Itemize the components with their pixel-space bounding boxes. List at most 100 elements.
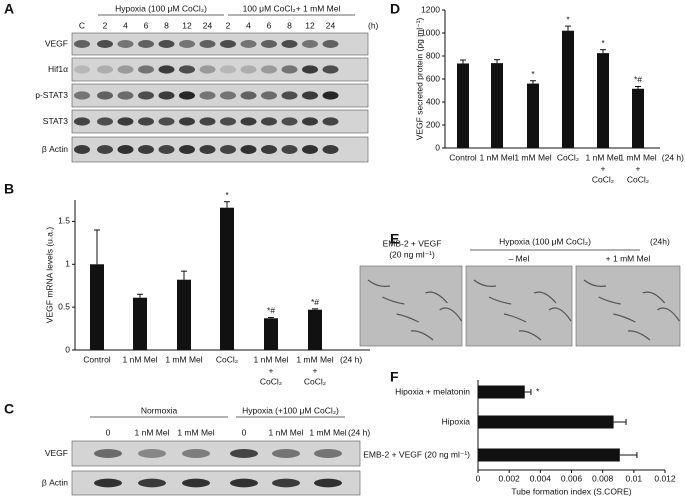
band [97,65,113,74]
x-tick-label: 0.008 [592,473,614,483]
band [179,117,195,126]
band [230,478,258,488]
y-tick-label: 200 [426,119,440,129]
band [97,145,113,154]
band [138,117,154,126]
unit-label: (24h) [650,236,670,246]
band [281,91,298,100]
band [314,449,342,458]
band [281,40,298,48]
y-tick-label: EMB-2 + VEGF (20 ng ml⁻¹) [363,449,470,459]
annotation: *# [634,75,642,85]
band [94,478,122,488]
band [322,40,339,48]
x-tick-label: + [636,163,641,173]
band [281,117,298,126]
lane-label: 0 [242,427,247,437]
x-tick-label: 0.004 [530,473,552,483]
row-label: β Actin [42,477,68,487]
y-tick-label: 0.5 [58,301,70,311]
panel-label: B [4,181,14,197]
annotation: * [601,38,605,48]
lane-label: 4 [123,20,128,30]
band [302,40,318,48]
bar [90,264,104,350]
unit-label: (24 h) [340,354,362,364]
band [302,117,318,126]
band [272,478,300,488]
bar [457,63,469,148]
unit-label: (24 h) [662,152,684,162]
band [179,40,195,48]
bar [133,297,147,350]
band [199,40,216,48]
tube [410,330,434,341]
band [220,145,236,154]
x-tick-label: 0.002 [499,473,521,483]
image-label: + 1 mM Mel [606,253,651,263]
band [158,91,175,100]
row-label: VEGF [45,448,68,458]
band [302,145,318,154]
band [314,478,342,488]
panel-label: C [4,401,14,417]
band [138,65,154,74]
lane-label: 1 nM Mel [135,427,170,437]
panel-label: A [4,1,14,17]
panel-label: D [390,1,400,17]
band [220,40,236,48]
tube [548,307,572,322]
band [97,91,113,100]
band [74,91,90,100]
tube [367,279,391,287]
y-axis-label: VEGF mRNA levels (u.a.) [44,227,54,324]
lane-label: 12 [182,20,192,30]
tube [627,330,651,341]
y-tick-label: 0 [435,142,440,152]
band [158,145,175,154]
tube [396,313,419,323]
x-axis-label: Tube formation index (S.CORE) [511,486,631,496]
x-tick-label: + [601,163,606,173]
row-label: β Actin [42,144,68,154]
lane-label: 0 [106,427,111,437]
tube [488,296,512,305]
band [261,91,277,100]
annotation: *# [267,306,275,316]
unit-label: (24 h) [348,427,370,437]
bar [264,318,278,350]
band [199,65,216,74]
tube [382,296,405,305]
lane-label: 6 [144,20,149,30]
band [97,117,113,126]
tube [642,291,666,304]
y-axis-label: VEGF secreted protein (pg ml⁻¹) [414,18,424,141]
band [322,117,339,126]
band [240,117,257,126]
band [117,117,134,126]
bar [632,88,644,148]
group-label: 100 μM CoCl₂+ 1 mM Mel [243,3,341,13]
tube [473,279,497,287]
tube [518,330,542,341]
band [261,40,277,48]
tube [533,291,557,304]
band [261,145,277,154]
lane-label: 1 nM Mel [269,427,304,437]
y-tick-label: 600 [426,73,440,83]
micrograph [575,265,681,347]
bar [478,385,525,399]
band [261,65,277,74]
tube [613,313,636,323]
tube [503,313,527,323]
x-tick-label: 1 mM Mel [619,152,656,162]
lane-label: C [79,20,85,30]
tube [439,307,463,322]
x-tick-label: 0 [476,473,481,483]
lane-label: 2 [103,20,108,30]
image-label: – Mel [509,253,530,263]
x-tick-label: 1 nM Mel [480,152,515,162]
band [220,91,236,100]
x-tick-label: Control [83,354,111,364]
